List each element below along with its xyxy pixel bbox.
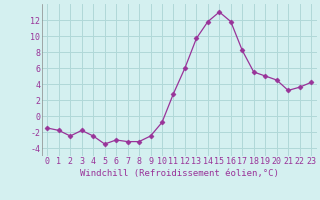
X-axis label: Windchill (Refroidissement éolien,°C): Windchill (Refroidissement éolien,°C) [80,169,279,178]
